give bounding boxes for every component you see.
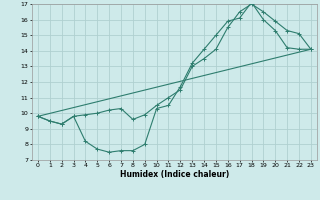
X-axis label: Humidex (Indice chaleur): Humidex (Indice chaleur): [120, 170, 229, 179]
